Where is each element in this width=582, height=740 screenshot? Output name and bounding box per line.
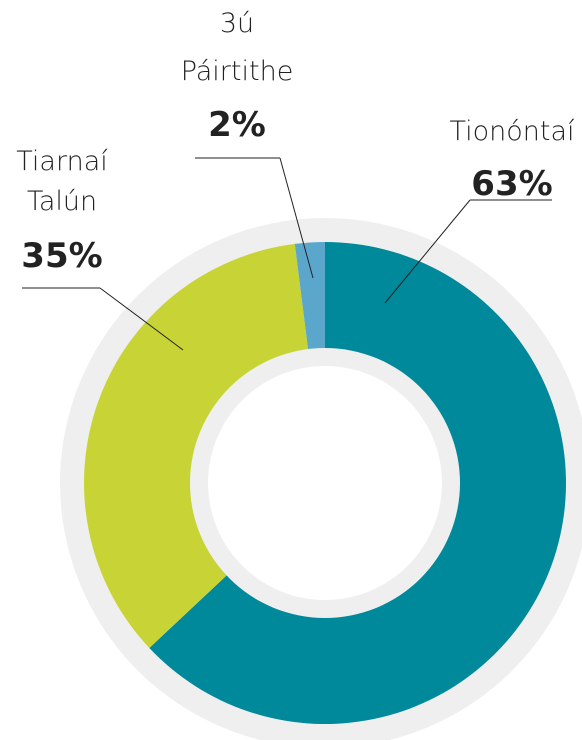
value-label: 2%	[208, 105, 266, 145]
leader-line	[279, 157, 314, 279]
labels: Tionóntaí 63% Tiarnaí Talún 35% 3ú Páirtithe 2%	[16, 8, 575, 351]
label-line: Tionóntaí	[449, 116, 575, 147]
slice	[294, 242, 325, 359]
label-line: Tiarnaí	[16, 146, 108, 177]
category-label: Tiarnaí Talún	[16, 146, 108, 217]
label-line: 3ú	[220, 8, 254, 39]
value-label: 35%	[21, 236, 102, 276]
hole	[208, 366, 442, 600]
label-line: Páirtithe	[181, 56, 294, 87]
leader-line	[99, 287, 184, 351]
value-label: 63%	[471, 164, 552, 204]
category-label: 3ú Páirtithe	[181, 8, 294, 87]
leader-line	[384, 199, 471, 304]
label-line: Talún	[27, 186, 97, 217]
slice	[149, 242, 567, 724]
category-label: Tionóntaí	[449, 116, 575, 147]
